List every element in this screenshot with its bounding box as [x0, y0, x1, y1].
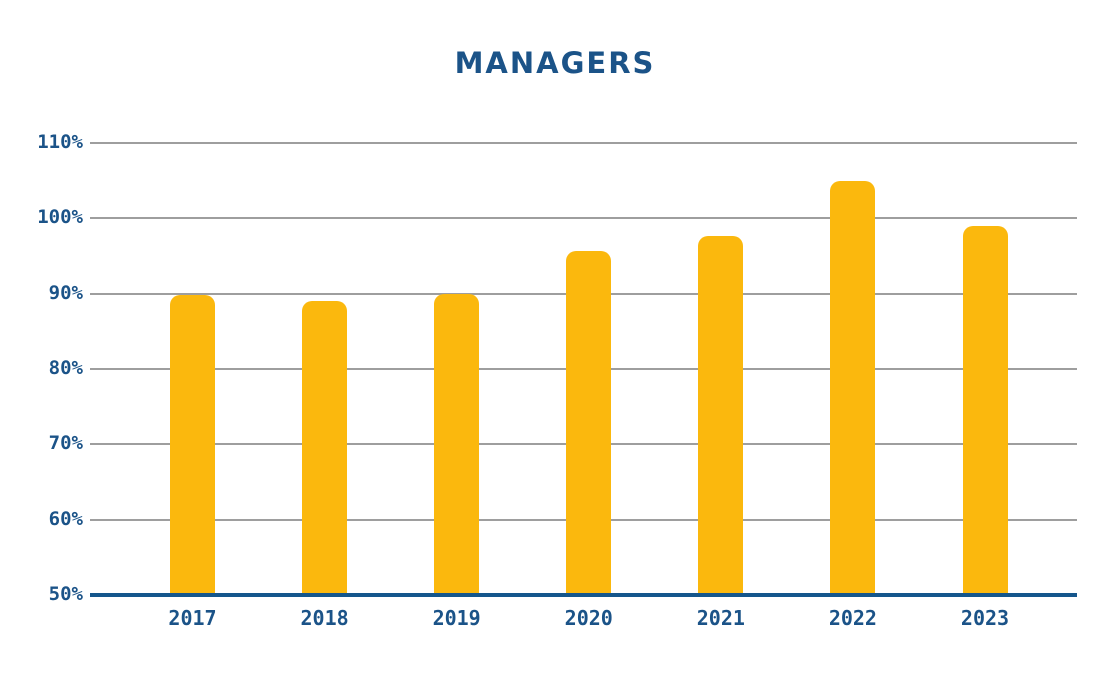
x-tick-label-2021: 2021	[696, 606, 745, 630]
plot-area	[90, 142, 1077, 597]
bar-2023	[962, 225, 1008, 595]
gridline-100	[90, 217, 1077, 220]
bar-2022	[830, 180, 876, 595]
bar-2017	[170, 295, 215, 595]
x-tick-label-2019: 2019	[432, 606, 481, 630]
bar-2019	[434, 294, 480, 595]
x-tick-label-2018: 2018	[300, 606, 349, 630]
y-tick-label-70: 70%	[48, 432, 83, 455]
y-tick-label-110: 110%	[37, 131, 83, 153]
y-tick-label-100: 100%	[37, 206, 83, 229]
x-tick-label-2017: 2017	[168, 606, 217, 630]
x-axis-baseline	[90, 593, 1077, 597]
y-tick-label-90: 90%	[48, 281, 83, 304]
y-tick-label-50: 50%	[48, 583, 83, 605]
x-tick-label-2022: 2022	[828, 606, 877, 630]
gridline-110	[90, 142, 1077, 144]
y-tick-label-80: 80%	[48, 357, 83, 379]
x-tick-label-2023: 2023	[960, 606, 1010, 630]
chart-title: MANAGERS	[454, 46, 656, 80]
bar-2021	[698, 236, 744, 595]
x-tick-label-2020: 2020	[564, 606, 613, 630]
y-tick-label-60: 60%	[48, 507, 83, 530]
bar-2018	[302, 301, 348, 595]
bar-2020	[566, 251, 612, 595]
